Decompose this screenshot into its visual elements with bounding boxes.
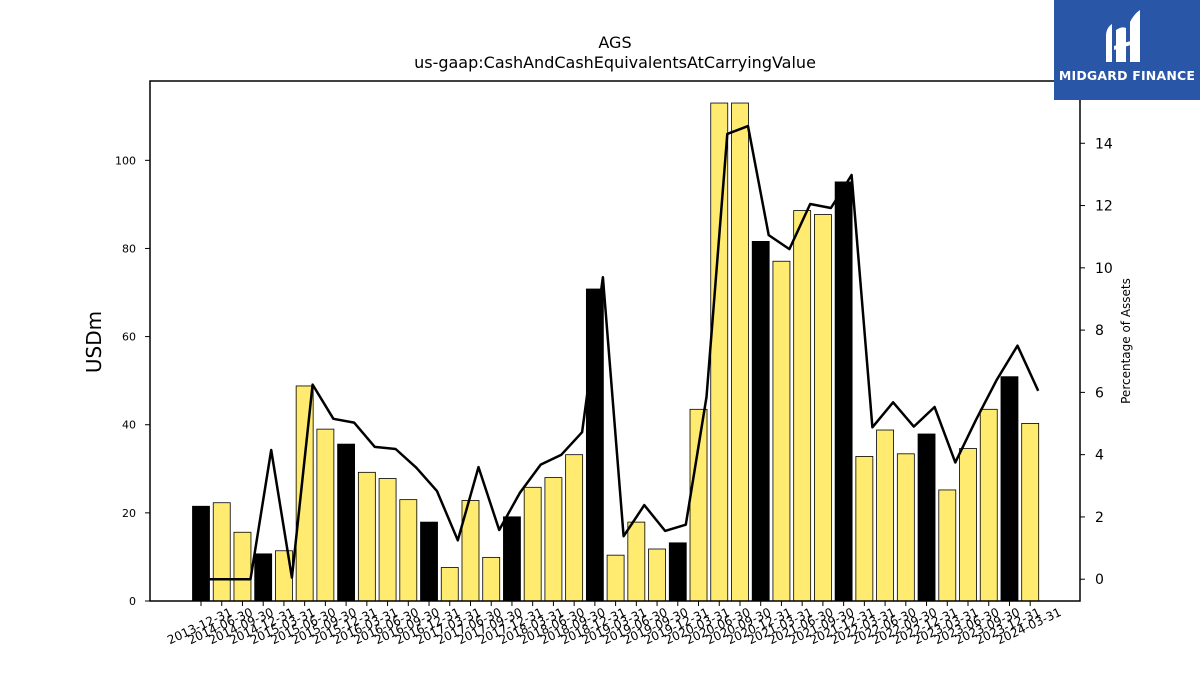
bar-2017-12-31	[503, 516, 521, 602]
plot-frame	[149, 80, 1081, 602]
y-axis-label: USDm	[82, 311, 106, 373]
bar-2022-09-30	[896, 453, 915, 602]
bar-2022-03-31	[855, 456, 874, 602]
bar-2023-06-30	[959, 448, 977, 602]
bar-2017-03-31	[440, 567, 459, 602]
bar-2020-06-30	[710, 102, 729, 602]
chart-title: AGS	[598, 33, 631, 52]
y-tick-label: 0	[129, 595, 136, 608]
y-axis-left: 0 20 40 60 80 100	[115, 154, 150, 608]
y2-tick-label: 12	[1095, 199, 1113, 215]
bar-2021-06-30	[793, 210, 812, 602]
bar-2021-03-31	[772, 260, 791, 602]
bar-2022-06-30	[876, 429, 894, 602]
bar-2020-03-31	[689, 408, 708, 602]
bar-2018-03-31	[523, 486, 542, 602]
bar-2017-09-30	[482, 556, 501, 602]
chart-subtitle: us-gaap:CashAndCashEquivalentsAtCarrying…	[414, 53, 816, 72]
y-tick-label: 20	[122, 507, 136, 520]
midgard-finance-logo: MIDGARD FINANCE	[1054, 0, 1200, 100]
bar-2013-12-31	[192, 505, 210, 602]
y2-axis-label: Percentage of Assets	[1119, 278, 1133, 404]
y2-tick-label: 2	[1095, 510, 1104, 526]
bar-2019-03-31	[606, 554, 625, 602]
bar-2022-12-31	[917, 433, 936, 602]
y-tick-label: 80	[122, 242, 136, 255]
bar-series	[192, 102, 1040, 602]
y2-tick-label: 8	[1095, 323, 1104, 339]
y-tick-label: 100	[115, 154, 136, 167]
midgard-logo-icon	[1106, 10, 1140, 62]
bar-2014-06-30	[212, 502, 231, 602]
y2-tick-label: 0	[1095, 572, 1104, 588]
bar-2016-03-31	[357, 471, 376, 602]
bar-2014-09-30	[233, 531, 252, 602]
percent-line	[209, 124, 1040, 581]
bar-2018-09-30	[565, 454, 584, 602]
y2-tick-label: 14	[1095, 136, 1113, 152]
bar-2016-06-30	[378, 478, 397, 602]
bar-2024-03-31	[1021, 423, 1040, 602]
y-axis-right: 0 2 4 6 8 10 12 14	[1080, 136, 1113, 588]
bar-2015-12-31	[337, 443, 356, 602]
y-tick-label: 40	[122, 419, 136, 432]
bar-2021-12-31	[834, 181, 853, 602]
bar-2020-09-30	[731, 102, 749, 602]
y2-tick-label: 4	[1095, 448, 1104, 464]
bar-2019-12-31	[668, 542, 687, 602]
x-axis: 2013-12-312014-06-302014-09-302014-12-31…	[165, 601, 1063, 647]
bar-2016-09-30	[399, 499, 418, 602]
bar-2019-09-30	[648, 548, 666, 602]
percent-line-series	[209, 124, 1040, 581]
bar-2019-06-30	[627, 521, 646, 602]
logo-text: MIDGARD FINANCE	[1058, 68, 1196, 83]
bar-2023-12-31	[1000, 376, 1019, 602]
bar-2023-09-30	[979, 408, 998, 602]
bar-2023-03-31	[938, 489, 957, 602]
bar-2018-06-30	[544, 477, 563, 602]
bar-2014-12-31	[254, 553, 273, 602]
y2-tick-label: 6	[1095, 385, 1104, 401]
bar-2021-09-30	[814, 214, 832, 602]
y-tick-label: 60	[122, 331, 136, 344]
y2-tick-label: 10	[1095, 261, 1113, 277]
bar-2015-06-30	[295, 385, 314, 602]
bar-2020-12-31	[751, 241, 770, 602]
bar-2015-09-30	[316, 428, 335, 602]
bar-2016-12-31	[420, 521, 438, 602]
